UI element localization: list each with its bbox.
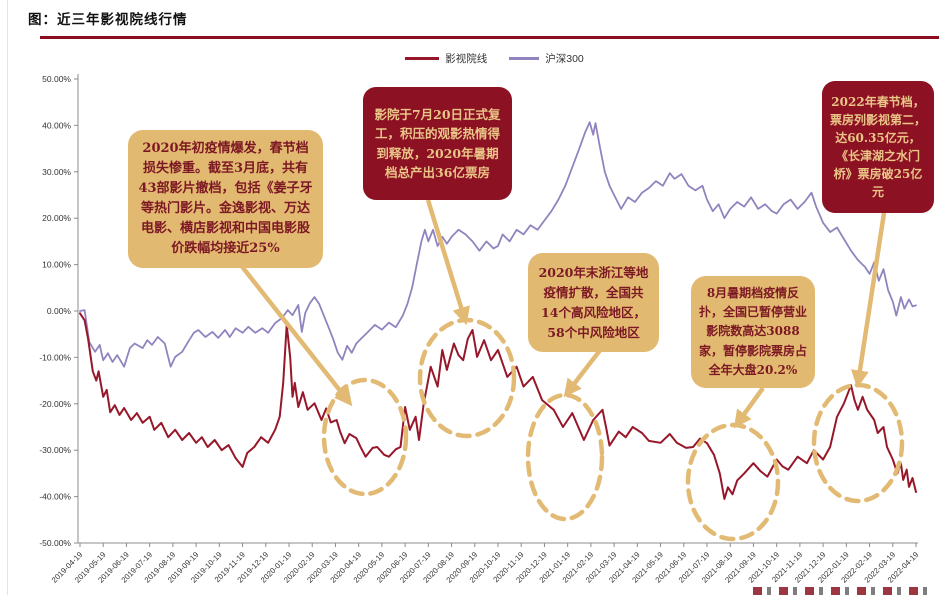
y-axis-label: 10.00% — [42, 260, 71, 270]
callout-text: 影院于7月20日正式复工，积压的观影热情得到释放，2020年暑期档总产出36亿票… — [374, 106, 501, 180]
callout-box-zhejiang-spread: 2020年末浙江等地疫情扩散，全国共14个高风险地区，58个中风险地区 — [528, 253, 659, 352]
callout-text: 2020年初疫情爆发，春节档损失惨重。截至3月底，共有43部影片撤档，包括《姜子… — [138, 140, 313, 257]
y-axis-label: -10.00% — [39, 352, 71, 362]
callout-arrow — [563, 347, 603, 398]
legend-item-yingshi: 影视院线 — [405, 51, 487, 66]
series-line-yingshiyuanxian — [79, 312, 917, 500]
callout-arrow — [425, 199, 470, 326]
y-axis-label: 30.00% — [42, 167, 71, 177]
callout-box-cinema-reopen: 影院于7月20日正式复工，积压的观影热情得到释放，2020年暑期档总产出36亿票… — [363, 87, 512, 200]
figure-title: 图：近三年影视院线行情 — [28, 12, 188, 28]
legend-line-swatch-purple — [509, 57, 540, 60]
y-axis-label: -30.00% — [39, 445, 71, 455]
y-axis-label: -50.00% — [39, 538, 71, 548]
legend-label-hushen300: 沪深300 — [545, 53, 584, 65]
callout-box-2020-outbreak: 2020年初疫情爆发，春节档损失惨重。截至3月底，共有43部影片撤档，包括《姜子… — [128, 130, 323, 268]
page-edge-line — [7, 0, 8, 595]
y-axis-label: 50.00% — [42, 74, 71, 84]
y-axis-label: 20.00% — [42, 213, 71, 223]
callout-arrow — [238, 262, 353, 407]
legend-label-yingshi: 影视院线 — [445, 53, 488, 65]
legend-item-hushen300: 沪深300 — [509, 51, 584, 66]
callout-arrow — [851, 212, 887, 389]
callout-text: 8月暑期档疫情反扑，全国已暂停营业影院数高达3088家，暂停影院票房占全年大盘2… — [699, 286, 808, 377]
chart-legend: 影视院线 沪深300 — [0, 51, 939, 66]
callout-box-2022-spring-festival: 2022年春节档，票房列影视第二，达60.35亿元，《长津湖之水门桥》票房破25… — [822, 81, 934, 213]
title-rule — [40, 36, 939, 39]
y-axis-label: -20.00% — [39, 399, 71, 409]
callout-text: 2022年春节档，票房列影视第二，达60.35亿元，《长津湖之水门桥》票房破25… — [829, 95, 926, 199]
highlight-ellipse — [525, 392, 605, 522]
series-line-hushen300 — [79, 121, 917, 368]
callout-box-august-resurgence: 8月暑期档疫情反扑，全国已暂停营业影院数高达3088家，暂停影院票房占全年大盘2… — [691, 276, 815, 388]
y-axis-label: -40.00% — [39, 492, 71, 502]
highlight-ellipse — [321, 377, 409, 497]
callout-text: 2020年末浙江等地疫情扩散，全国共14个高风险地区，58个中风险地区 — [538, 264, 649, 340]
callout-arrow — [733, 386, 765, 429]
highlight-ellipse — [685, 422, 781, 542]
y-axis-label: 0.00% — [47, 306, 72, 316]
highlight-ellipse — [811, 382, 905, 504]
legend-line-swatch-red — [405, 57, 440, 60]
clipped-watermark — [753, 587, 935, 595]
y-axis-label: 40.00% — [42, 120, 71, 130]
